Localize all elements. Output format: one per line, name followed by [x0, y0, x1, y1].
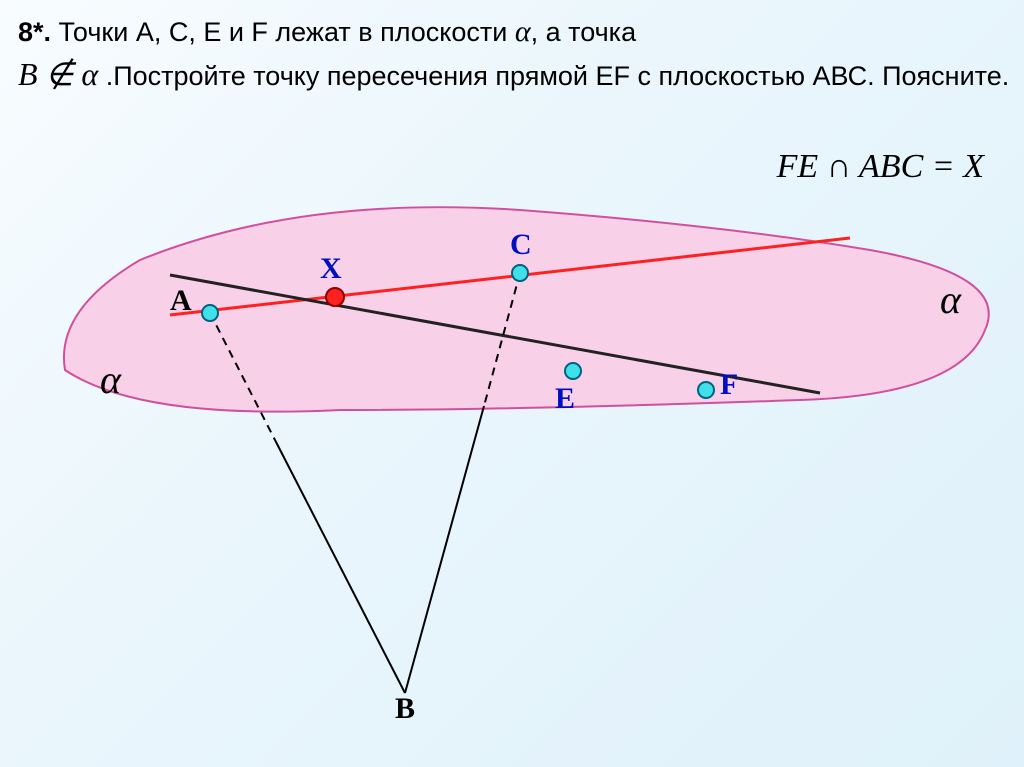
label-A: A: [170, 284, 192, 318]
label-E: E: [555, 382, 575, 416]
label-F: F: [720, 368, 738, 402]
alpha-label-right: α: [940, 276, 961, 323]
geometry-diagram: [0, 0, 1024, 767]
label-B: B: [395, 692, 415, 726]
alpha-label-left: α: [100, 356, 121, 403]
label-C: C: [510, 228, 532, 262]
label-X: X: [320, 252, 342, 286]
